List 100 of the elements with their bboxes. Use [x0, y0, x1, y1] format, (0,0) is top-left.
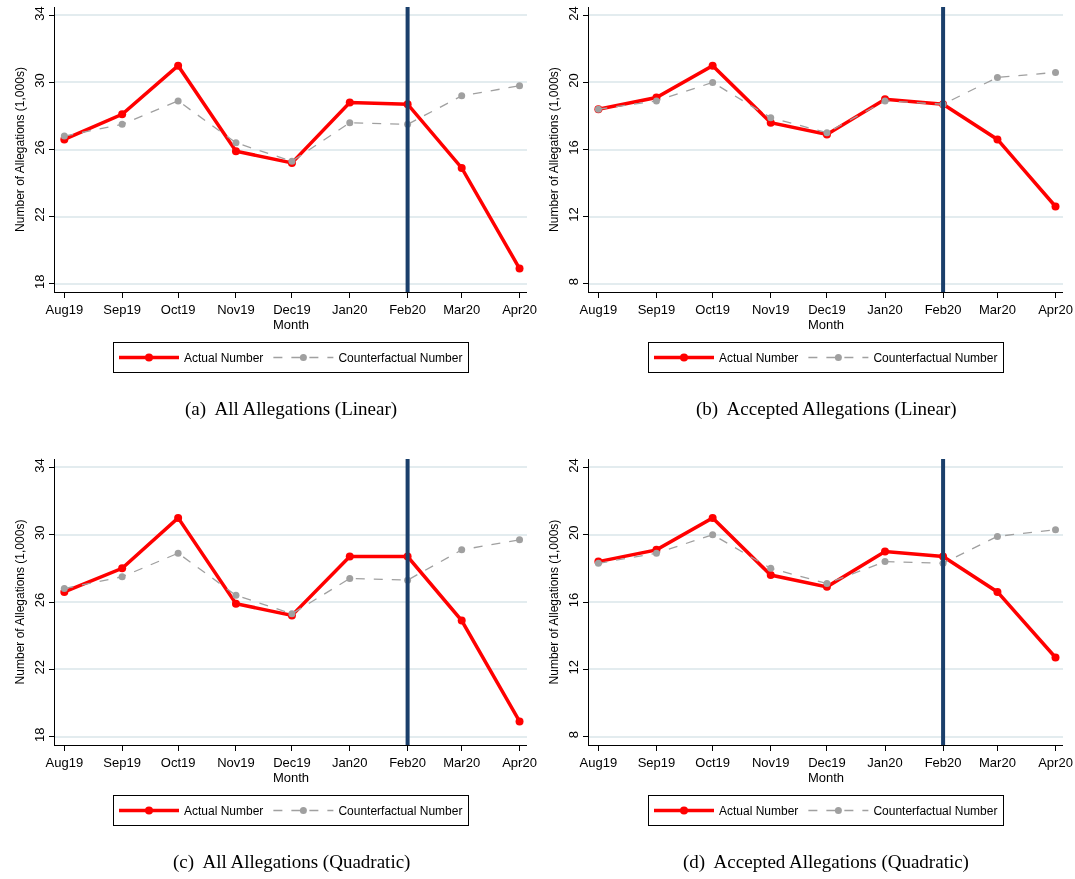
- point: [767, 114, 775, 122]
- point: [232, 139, 240, 147]
- x-tick-label: Oct19: [695, 301, 730, 317]
- y-tick-label: 24: [565, 6, 581, 21]
- y-tick-label: 12: [565, 660, 581, 675]
- x-tick-label: Jan20: [332, 301, 368, 317]
- point: [346, 119, 354, 127]
- point: [708, 61, 717, 70]
- x-tick-label: Oct19: [160, 754, 196, 770]
- x-tick-label: Feb20: [924, 301, 962, 317]
- x-tick-label: Mar20: [979, 754, 1016, 770]
- y-tick-label: 8: [565, 731, 581, 739]
- x-axis-title: Month: [807, 316, 845, 332]
- point: [60, 132, 68, 140]
- point: [457, 163, 466, 172]
- legend-label: Actual Number: [719, 351, 799, 366]
- x-tick-label: Nov19: [217, 301, 255, 317]
- y-axis-title: Number of Allegations (1,000s): [13, 519, 28, 685]
- point: [346, 574, 354, 582]
- legend-label: Actual Number: [184, 804, 264, 819]
- point: [516, 536, 524, 544]
- legend-label: Counterfactual Number: [873, 351, 998, 366]
- text: (a) All Allegations (Linear): [185, 398, 398, 420]
- y-tick-label: 34: [31, 6, 47, 21]
- point: [457, 616, 466, 625]
- point: [458, 92, 466, 100]
- y-tick-label: 12: [565, 207, 581, 222]
- point: [993, 532, 1001, 540]
- x-tick-label: Feb20: [924, 754, 962, 770]
- point: [767, 564, 775, 572]
- x-tick-label: Jan20: [332, 754, 368, 770]
- y-tick-label: 30: [31, 525, 47, 540]
- point: [1052, 68, 1060, 76]
- x-tick-label: Dec19: [808, 301, 846, 317]
- y-tick-label: 22: [31, 207, 47, 222]
- point: [652, 97, 660, 105]
- x-tick-label: Feb20: [389, 301, 427, 317]
- point: [118, 110, 127, 119]
- point: [709, 78, 717, 86]
- y-axis-title: Number of Allegations (1,000s): [547, 67, 562, 232]
- x-tick-label: Mar20: [443, 754, 481, 770]
- point: [345, 552, 354, 561]
- x-tick-label: Apr20: [502, 301, 537, 317]
- y-tick-label: 16: [565, 140, 581, 155]
- y-tick-label: 20: [565, 525, 581, 540]
- x-tick-label: Mar20: [979, 301, 1016, 317]
- legend-label: Counterfactual Number: [873, 804, 998, 819]
- x-axis-title: Month: [272, 316, 310, 332]
- y-tick-label: 20: [565, 73, 581, 88]
- point: [174, 513, 183, 522]
- y-tick-label: 18: [31, 727, 47, 742]
- point: [174, 97, 182, 105]
- x-tick-label: Oct19: [695, 754, 730, 770]
- text: (d) Accepted Allegations (Quadratic): [683, 851, 969, 873]
- x-tick-label: Aug19: [579, 301, 618, 317]
- text: (b) Accepted Allegations (Linear): [696, 398, 957, 420]
- point: [993, 587, 1002, 596]
- y-tick-label: 26: [31, 140, 47, 155]
- x-tick-label: Aug19: [579, 754, 618, 770]
- x-tick-label: Jan20: [867, 301, 903, 317]
- y-axis-title: Number of Allegations (1,000s): [547, 519, 562, 685]
- x-tick-label: Apr20: [1038, 301, 1073, 317]
- x-tick-label: Sep19: [637, 301, 676, 317]
- point: [881, 558, 889, 566]
- legend-label: Counterfactual Number: [338, 351, 463, 366]
- point: [708, 513, 717, 522]
- x-tick-label: Dec19: [273, 301, 311, 317]
- x-tick-label: Sep19: [637, 754, 676, 770]
- y-tick-label: 24: [565, 458, 581, 473]
- x-tick-label: Jan20: [867, 754, 903, 770]
- point: [516, 82, 524, 90]
- legend-label: Actual Number: [719, 804, 799, 819]
- legend-label: Actual Number: [184, 351, 264, 366]
- point: [1052, 526, 1060, 534]
- point: [823, 579, 831, 587]
- x-tick-label: Mar20: [443, 301, 481, 317]
- y-tick-label: 30: [31, 73, 47, 88]
- x-axis-title: Month: [807, 769, 845, 785]
- y-tick-label: 8: [565, 278, 581, 286]
- point: [345, 98, 354, 107]
- x-tick-label: Aug19: [45, 301, 84, 317]
- point: [232, 591, 240, 599]
- point: [118, 120, 126, 128]
- x-tick-label: Dec19: [808, 754, 846, 770]
- x-tick-label: Feb20: [389, 754, 427, 770]
- y-tick-label: 26: [31, 592, 47, 608]
- point: [174, 549, 182, 557]
- point: [231, 599, 240, 608]
- x-tick-label: Apr20: [502, 754, 537, 770]
- point: [881, 547, 890, 556]
- point: [1051, 202, 1060, 211]
- x-tick-label: Nov19: [751, 754, 790, 770]
- x-tick-label: Oct19: [160, 301, 196, 317]
- x-tick-label: Nov19: [217, 754, 255, 770]
- point: [458, 546, 466, 554]
- x-tick-label: Sep19: [103, 754, 141, 770]
- legend-label: Counterfactual Number: [338, 804, 463, 819]
- x-tick-label: Sep19: [103, 301, 141, 317]
- text: (c) All Allegations (Quadratic): [173, 851, 411, 873]
- point: [766, 571, 775, 580]
